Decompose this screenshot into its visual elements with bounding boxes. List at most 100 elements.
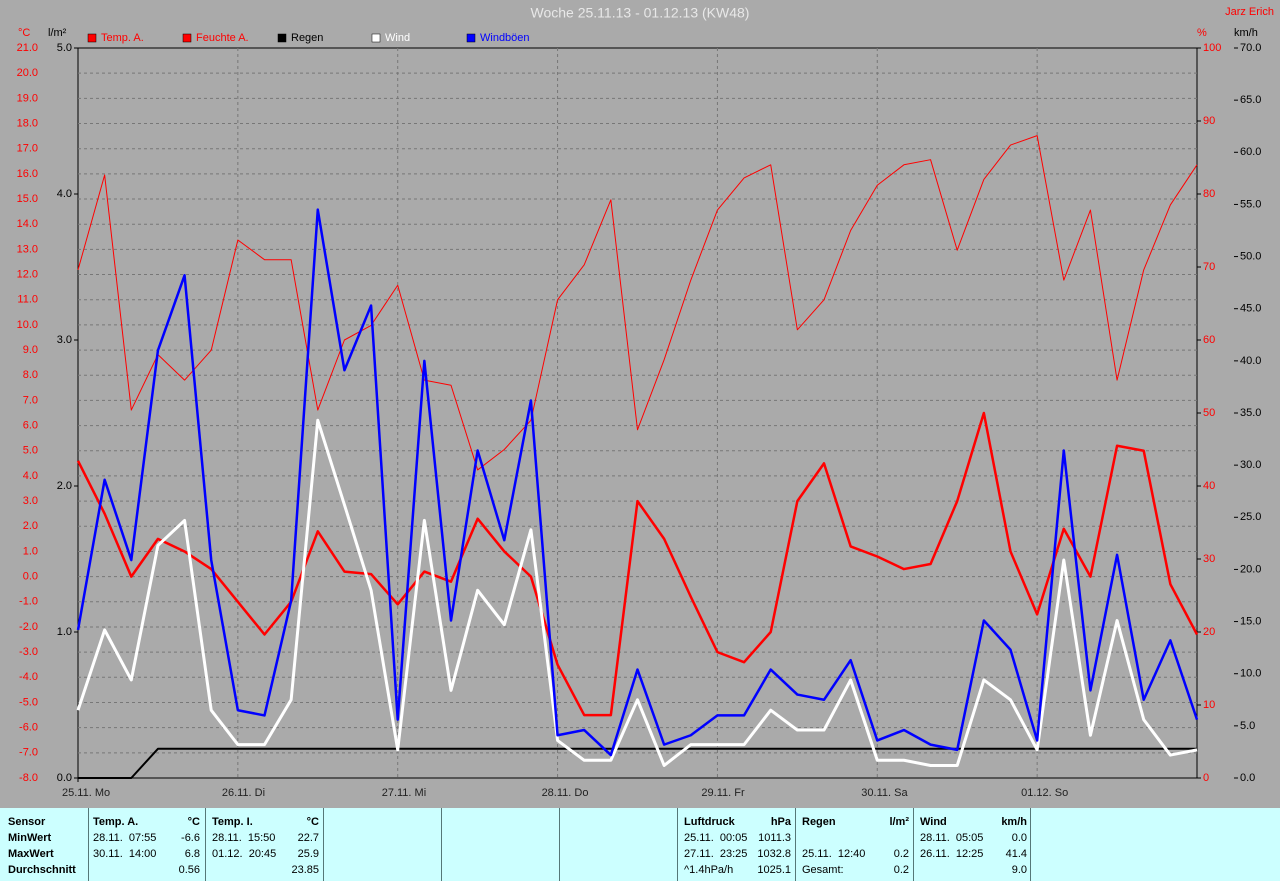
table-cell: 22.7 (297, 832, 319, 844)
y-tick-label: 9.0 (23, 344, 38, 356)
table-cell: Regen (802, 816, 836, 828)
y4-tick-label: 5.0 (1240, 720, 1255, 732)
y3-tick-label: 100 (1203, 42, 1221, 54)
separator (559, 808, 560, 881)
y-tick-label: 1.0 (23, 545, 38, 557)
x-tick-label: 30.11. Sa (861, 787, 908, 799)
table-cell: 0.56 (178, 864, 200, 876)
y-tick-label: 12.0 (17, 268, 38, 280)
y3-tick-label: 70 (1203, 261, 1215, 273)
legend-swatch (277, 33, 287, 43)
y3-tick-label: 0 (1203, 772, 1209, 784)
series-line (76, 418, 1198, 767)
legend-swatch (87, 33, 97, 43)
legend-label: Regen (291, 32, 323, 44)
table-cell: 28.11. 07:55 (93, 832, 157, 844)
y2-axis-label: l/m² (48, 27, 67, 39)
y3-tick-label: 90 (1203, 115, 1215, 127)
y4-tick-label: 65.0 (1240, 94, 1261, 106)
y-tick-label: 13.0 (17, 243, 38, 255)
table-cell: 1025.1 (757, 864, 791, 876)
series-line (76, 208, 1199, 757)
y-tick-label: 7.0 (23, 394, 38, 406)
y3-tick-label: 10 (1203, 699, 1215, 711)
y-tick-label: -3.0 (19, 646, 38, 658)
y-tick-label: 18.0 (17, 117, 38, 129)
table-cell: 01.12. 20:45 (212, 848, 277, 860)
table-cell: Durchschnitt (8, 864, 76, 876)
table-cell: 0.2 (893, 864, 909, 876)
x-tick-label: 29.11. Fr (701, 787, 745, 799)
table-cell: l/m² (889, 816, 909, 828)
legend-label: Feuchte A. (196, 32, 249, 44)
separator (205, 808, 206, 881)
table-cell: 25.11. 12:40 (802, 848, 866, 860)
table-cell: 23.85 (291, 864, 319, 876)
table-cell: 30.11. 14:00 (93, 848, 157, 860)
y4-tick-label: 60.0 (1240, 146, 1261, 158)
y4-tick-label: 0.0 (1240, 772, 1255, 784)
table-cell: °C (306, 816, 319, 828)
legend-swatch (182, 33, 192, 43)
y4-tick-label: 50.0 (1240, 250, 1261, 262)
table-cell: ^1.4hPa/h (684, 864, 734, 876)
y2-tick-label: 1.0 (57, 626, 72, 638)
table-cell: 41.4 (1005, 848, 1027, 860)
separator (795, 808, 796, 881)
x-tick-label: 25.11. Mo (62, 787, 110, 799)
chart: Woche 25.11.13 - 01.12.13 (KW48) Jarz Er… (17, 5, 1274, 799)
y-tick-label: 5.0 (23, 445, 38, 457)
y-tick-label: -8.0 (19, 772, 38, 784)
table-cell: 9.0 (1011, 864, 1027, 876)
y3-axis-label: % (1197, 27, 1207, 39)
x-tick-label: 28.11. Do (542, 787, 589, 799)
y-tick-label: 4.0 (23, 470, 38, 482)
y3-tick-label: 80 (1203, 188, 1215, 200)
separator (441, 808, 442, 881)
x-tick-label: 27.11. Mi (382, 787, 426, 799)
separator (677, 808, 678, 881)
legend-label: Wind (385, 32, 410, 44)
x-tick-label: 26.11. Di (222, 787, 265, 799)
table-cell: Gesamt: (802, 864, 844, 876)
y-tick-label: 3.0 (23, 495, 38, 507)
y2-tick-label: 3.0 (57, 334, 72, 346)
y-axis-label: °C (18, 27, 30, 39)
table-cell: 28.11. 15:50 (212, 832, 276, 844)
y-tick-label: 19.0 (17, 92, 38, 104)
y4-tick-label: 40.0 (1240, 355, 1261, 367)
y2-tick-label: 4.0 (57, 188, 72, 200)
table-cell: Wind (920, 816, 947, 828)
table-cell: 25.9 (297, 848, 319, 860)
y-tick-label: 2.0 (23, 520, 38, 532)
y4-tick-label: 45.0 (1240, 303, 1261, 315)
table-cell: 28.11. 05:05 (920, 832, 984, 844)
y-tick-label: 10.0 (17, 319, 38, 331)
y-tick-label: 20.0 (17, 67, 38, 79)
y-tick-label: 8.0 (23, 369, 38, 381)
table-cell: 27.11. 23:25 (684, 848, 748, 860)
y4-tick-label: 25.0 (1240, 511, 1261, 523)
legend-label: Temp. A. (101, 32, 144, 44)
stats-table: Sensor MinWert MaxWert Durchschnitt Temp. A.… (0, 808, 1280, 881)
y4-tick-label: 10.0 (1240, 668, 1261, 680)
y-tick-label: 11.0 (17, 294, 38, 306)
table-cell: 6.8 (184, 848, 200, 860)
y-tick-label: -5.0 (19, 696, 38, 708)
table-cell: 1032.8 (757, 848, 791, 860)
y-tick-label: 0.0 (23, 571, 38, 583)
table-cell: 0.0 (1011, 832, 1027, 844)
y3-tick-label: 30 (1203, 553, 1215, 565)
y-tick-label: 15.0 (17, 193, 38, 205)
y-tick-label: -2.0 (19, 621, 38, 633)
y-tick-label: -6.0 (19, 722, 38, 734)
y2-tick-label: 5.0 (57, 42, 72, 54)
legend-label: Windböen (480, 32, 530, 44)
table-cell: MaxWert (8, 848, 54, 860)
chart-title: Woche 25.11.13 - 01.12.13 (KW48) (531, 5, 750, 21)
y-tick-label: 16.0 (17, 168, 38, 180)
y4-tick-label: 30.0 (1240, 459, 1261, 471)
series-line (77, 135, 1198, 471)
separator (323, 808, 324, 881)
y-tick-label: 21.0 (17, 42, 38, 54)
